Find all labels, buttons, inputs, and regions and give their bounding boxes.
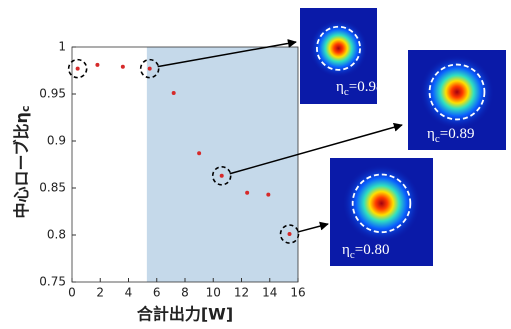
- y-axis-label-sub: c: [19, 106, 32, 113]
- shaded-region: [147, 47, 298, 282]
- inset-symbol: η: [427, 126, 435, 142]
- data-point: [245, 191, 249, 195]
- data-point: [288, 232, 292, 236]
- data-point: [172, 91, 176, 95]
- inset-value: =0.80: [355, 242, 390, 258]
- data-point: [266, 193, 270, 197]
- x-tick-label: 14: [262, 286, 277, 300]
- data-point: [197, 151, 201, 155]
- y-tick-label: 0.9: [47, 134, 66, 148]
- data-point: [95, 63, 99, 67]
- arrow: [298, 224, 328, 232]
- x-tick-label: 4: [125, 286, 133, 300]
- x-tick-label: 8: [181, 286, 189, 300]
- data-point: [220, 174, 224, 178]
- x-tick-label: 2: [96, 286, 104, 300]
- data-point: [76, 67, 80, 71]
- y-tick-label: 0.8: [47, 228, 66, 242]
- chart: 0 2 4 6 8 10 12 14 16 0.75 0.8 0.85 0.9 0.95 1 合計出力[W]…: [0, 0, 511, 329]
- y-tick-label: 0.85: [39, 181, 66, 195]
- y-tick-label: 0.75: [39, 275, 66, 289]
- x-axis-label: 合計出力[W]: [137, 305, 233, 324]
- inset-value: =0.98: [349, 79, 384, 95]
- y-tick-label: 1: [58, 40, 66, 54]
- inset-value: =0.89: [440, 126, 475, 142]
- inset-symbol: η: [342, 242, 350, 258]
- inset-label: ηc=0.89: [427, 126, 474, 144]
- x-tick-label: 6: [153, 286, 161, 300]
- x-tick-label: 10: [206, 286, 221, 300]
- y-axis-label-main: 中心ローブ比η: [12, 112, 31, 218]
- inset-symbol: η: [336, 79, 344, 95]
- beam-spot: [342, 164, 420, 242]
- inset-label: ηc=0.80: [342, 242, 389, 260]
- x-tick-label: 12: [234, 286, 249, 300]
- y-tick-label: 0.95: [39, 87, 66, 101]
- x-tick-label: 0: [68, 286, 76, 300]
- x-tick-label: 16: [290, 286, 305, 300]
- beam-spot: [420, 55, 494, 129]
- beam-spot: [309, 19, 368, 78]
- inset-label: ηc=0.98: [336, 79, 383, 97]
- data-point: [121, 65, 125, 69]
- y-axis-label: 中心ローブ比ηc: [12, 106, 33, 219]
- data-point: [148, 67, 152, 71]
